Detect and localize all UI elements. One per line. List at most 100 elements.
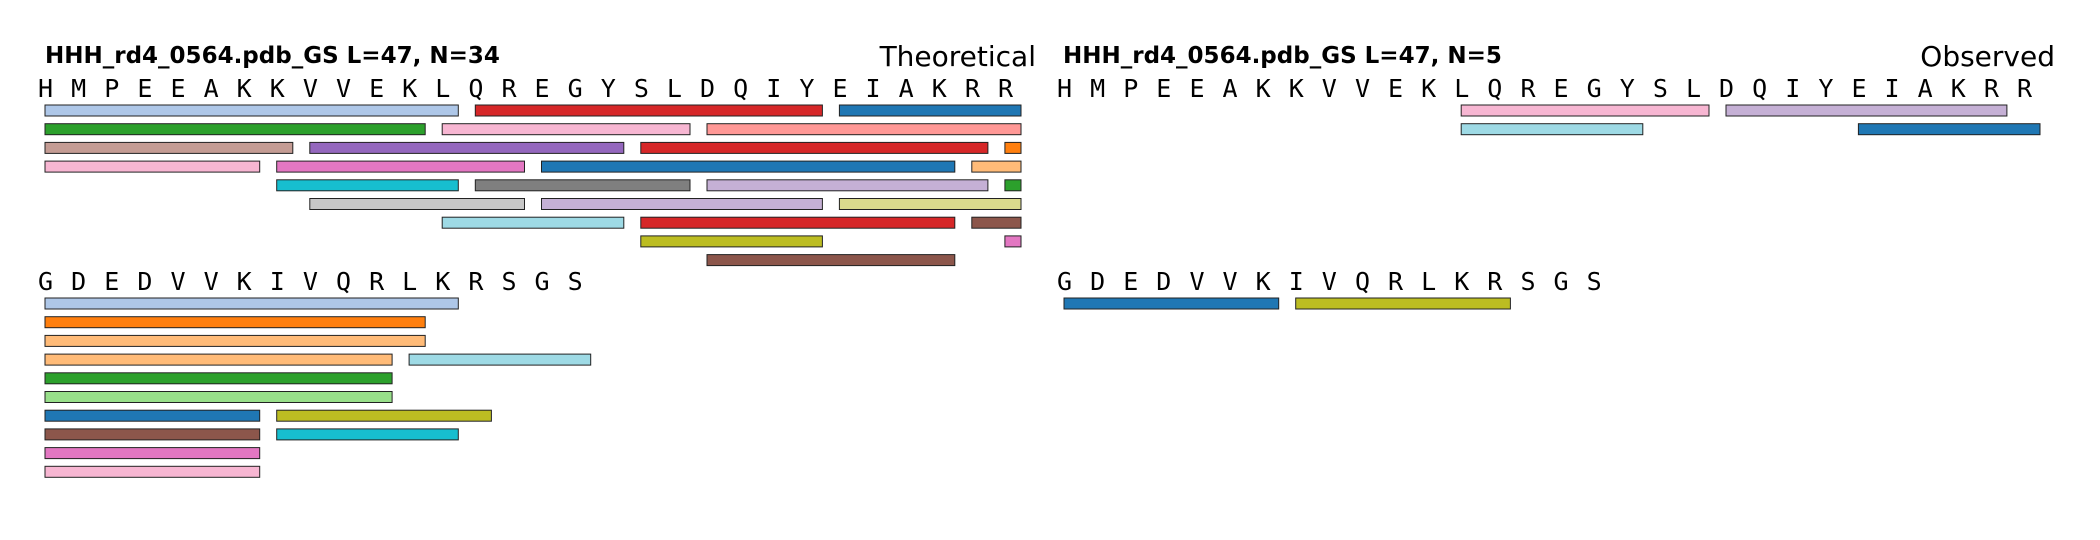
residue-letter: S	[568, 267, 583, 296]
residue-letter: K	[270, 74, 285, 103]
residue-letter: R	[468, 267, 484, 296]
peptide-bar	[474, 104, 823, 117]
peptide-bar	[706, 123, 1022, 136]
residue-letter: Q	[733, 74, 748, 103]
residue-letter: Y	[601, 74, 616, 103]
residue-letter: D	[700, 74, 715, 103]
peptide-bar	[706, 179, 989, 192]
residue-letter: I	[1884, 74, 1899, 103]
residue-letter: D	[71, 267, 86, 296]
panel-title: HHH_rd4_0564.pdb_GS L=47, N=34	[45, 43, 500, 69]
peptide-bar	[541, 160, 956, 173]
peptide-bar	[276, 179, 459, 192]
peptide-bar	[541, 198, 823, 210]
peptide-bar	[44, 160, 261, 173]
residue-letter: G	[1057, 267, 1072, 296]
residue-letter: G	[534, 267, 549, 296]
peptide-bar	[44, 353, 393, 366]
residue-letter: E	[1156, 74, 1171, 103]
residue-letter: E	[137, 74, 152, 103]
residue-letter: P	[104, 74, 119, 103]
residue-letter: E	[534, 74, 549, 103]
peptide-bar	[1460, 104, 1710, 117]
peptide-bar	[474, 179, 691, 192]
residue-letter: A	[1222, 74, 1237, 103]
peptide-bar	[1857, 123, 2041, 136]
residue-letter: R	[1520, 74, 1536, 103]
residue-letter: E	[369, 74, 384, 103]
peptide-bar	[1004, 235, 1022, 248]
residue-letter: V	[204, 267, 219, 296]
residue-letter: V	[303, 267, 318, 296]
panel-observed: HHH_rd4_0564.pdb_GS L=47, N=5 Observed H…	[1057, 40, 2055, 310]
residue-letter: K	[1454, 267, 1469, 296]
peptide-bar	[309, 141, 625, 154]
residue-letter: R	[998, 74, 1014, 103]
residue-letter: G	[568, 74, 583, 103]
peptide-bar	[1295, 297, 1511, 310]
peptide-bar	[838, 104, 1022, 117]
residue-letter: V	[1322, 74, 1337, 103]
peptide-bar	[44, 104, 459, 117]
residue-letter: G	[1553, 267, 1568, 296]
peptide-track-1	[1460, 104, 2041, 136]
residue-letter: K	[1421, 74, 1436, 103]
peptide-bar	[44, 428, 261, 441]
peptide-bar	[706, 254, 956, 267]
residue-letter: S	[1653, 74, 1668, 103]
residue-letter: V	[303, 74, 318, 103]
residue-letter: K	[402, 74, 417, 103]
peptide-bar	[276, 160, 526, 173]
peptide-bar	[408, 353, 592, 366]
residue-letter: E	[832, 74, 847, 103]
residue-letter: V	[336, 74, 351, 103]
residue-letter: L	[1454, 74, 1469, 103]
peptide-track-2	[1063, 297, 1511, 310]
residue-letter: Y	[799, 74, 814, 103]
residue-letter: V	[1355, 74, 1370, 103]
residue-letter: E	[104, 267, 119, 296]
residue-letter: L	[402, 267, 417, 296]
residue-letter: I	[1785, 74, 1800, 103]
residue-letter: I	[1289, 267, 1304, 296]
residue-letter: E	[1189, 74, 1204, 103]
panel-label: Observed	[1920, 40, 2055, 73]
residue-letter: E	[1123, 267, 1138, 296]
residue-letter: K	[435, 267, 450, 296]
peptide-bar	[44, 372, 393, 385]
peptide-bar	[441, 123, 691, 136]
residue-letter: S	[501, 267, 516, 296]
residue-letter: R	[1388, 267, 1404, 296]
peptide-bar	[838, 198, 1022, 210]
residue-letter: Y	[1818, 74, 1833, 103]
peptide-bar	[44, 447, 261, 460]
peptide-bar	[640, 216, 956, 229]
residue-letter: K	[1289, 74, 1304, 103]
residue-letter: I	[865, 74, 880, 103]
residue-letter: L	[1421, 267, 1436, 296]
residue-letter: R	[1487, 267, 1503, 296]
residue-letter: S	[1520, 267, 1535, 296]
residue-letter: H	[38, 74, 53, 103]
residue-letter: Q	[1752, 74, 1767, 103]
residue-letter: S	[634, 74, 649, 103]
peptide-bar	[44, 316, 426, 329]
peptide-bar	[1004, 179, 1022, 192]
residue-letter: Y	[1620, 74, 1635, 103]
peptide-bar	[44, 123, 426, 136]
residue-letter: Q	[1487, 74, 1502, 103]
residue-letter: K	[237, 267, 252, 296]
residue-letter: K	[932, 74, 947, 103]
residue-letter: D	[1156, 267, 1171, 296]
residue-letter: G	[1587, 74, 1602, 103]
residue-letter: R	[2017, 74, 2033, 103]
residue-letter: R	[501, 74, 517, 103]
peptide-bar	[276, 409, 492, 422]
residue-letter: G	[38, 267, 53, 296]
peptide-bar	[971, 216, 1022, 229]
peptide-bar	[1004, 141, 1022, 154]
